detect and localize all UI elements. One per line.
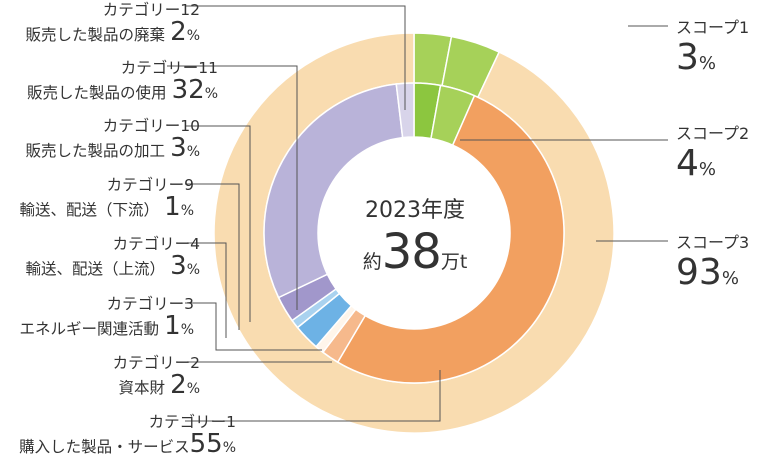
- scope3-name: スコープ3: [676, 233, 750, 252]
- category12-desc: 販売した製品の廃棄: [25, 26, 166, 44]
- leader-line-1: [167, 65, 298, 310]
- category12-label: カテゴリー12 販売した製品の廃棄 2%: [26, 0, 200, 47]
- scope2-unit: %: [698, 159, 717, 180]
- category11-pct: 32: [171, 75, 205, 105]
- scope3-label: スコープ3 93%: [676, 233, 749, 293]
- center-value: 38: [381, 224, 442, 280]
- category11-label: カテゴリー11 販売した製品の使用 32%: [27, 57, 218, 105]
- category4-pct: 3: [170, 251, 187, 281]
- leader-line-2: [185, 125, 251, 322]
- scope1-pct: 3: [676, 37, 699, 78]
- scope2-pct: 4: [676, 143, 699, 184]
- scope1-unit: %: [698, 53, 717, 74]
- category1-desc: 購入した製品・サービス: [19, 438, 190, 456]
- category9-pct: 1: [164, 192, 181, 222]
- category1-unit: %: [222, 440, 236, 456]
- category2-name: カテゴリー2: [112, 354, 200, 372]
- center-total: 2023年度 約38万t: [330, 196, 500, 278]
- leader-lines: [167, 5, 668, 422]
- category12-unit: %: [186, 28, 200, 44]
- category11-desc: 販売した製品の使用: [26, 84, 167, 102]
- category10-label: カテゴリー10 販売した製品の加工 3%: [26, 115, 200, 163]
- scope1-label: スコープ1 3%: [676, 18, 749, 78]
- category2-unit: %: [186, 381, 200, 397]
- category10-desc: 販売した製品の加工: [25, 142, 166, 160]
- category4-name: カテゴリー4: [112, 235, 200, 253]
- category3-name: カテゴリー3: [106, 295, 194, 313]
- category2-desc: 資本財: [118, 379, 166, 397]
- leader-line-5: [185, 302, 322, 351]
- category11-name: カテゴリー11: [120, 59, 218, 77]
- category3-unit: %: [180, 322, 194, 338]
- scope1-name: スコープ1: [676, 18, 750, 37]
- category1-label: カテゴリー1 購入した製品・サービス55%: [19, 411, 236, 459]
- leader-line-0: [185, 5, 406, 110]
- category3-desc: エネルギー関連活動: [19, 320, 160, 338]
- scope2-name: スコープ2: [676, 124, 750, 143]
- inner-slice-9: [395, 82, 415, 139]
- category3-pct: 1: [164, 311, 181, 341]
- category2-pct: 2: [170, 370, 187, 400]
- category10-pct: 3: [170, 133, 187, 163]
- category1-name: カテゴリー1: [148, 413, 236, 431]
- scope3-pct: 93: [676, 252, 722, 293]
- category4-unit: %: [186, 262, 200, 278]
- leader-line-3: [185, 183, 240, 330]
- center-year: 2023年度: [365, 198, 465, 223]
- category12-pct: 2: [170, 17, 187, 47]
- category9-desc: 輸送、配送（下流）: [19, 201, 160, 219]
- center-prefix: 約: [362, 251, 382, 273]
- category4-desc: 輸送、配送（上流）: [25, 260, 166, 278]
- category11-unit: %: [204, 86, 218, 102]
- inner-ring: [263, 82, 565, 384]
- category9-label: カテゴリー9 輸送、配送（下流） 1%: [20, 174, 194, 222]
- leader-line-7: [185, 370, 441, 422]
- category12-name: カテゴリー12: [102, 1, 200, 19]
- inner-slice-2: [336, 94, 565, 384]
- category2-label: カテゴリー2 資本財 2%: [113, 352, 200, 400]
- scope2-label: スコープ2 4%: [676, 124, 749, 184]
- category9-name: カテゴリー9: [106, 176, 194, 194]
- leader-line-4: [185, 242, 227, 338]
- scope3-unit: %: [721, 268, 739, 289]
- category3-label: カテゴリー3 エネルギー関連活動 1%: [20, 293, 194, 341]
- category4-label: カテゴリー4 輸送、配送（上流） 3%: [26, 233, 200, 281]
- category1-pct: 55: [189, 429, 223, 459]
- category10-name: カテゴリー10: [102, 117, 200, 135]
- inner-slice-8: [263, 83, 404, 299]
- category9-unit: %: [180, 203, 194, 219]
- category10-unit: %: [186, 144, 200, 160]
- center-unit: 万t: [440, 251, 468, 273]
